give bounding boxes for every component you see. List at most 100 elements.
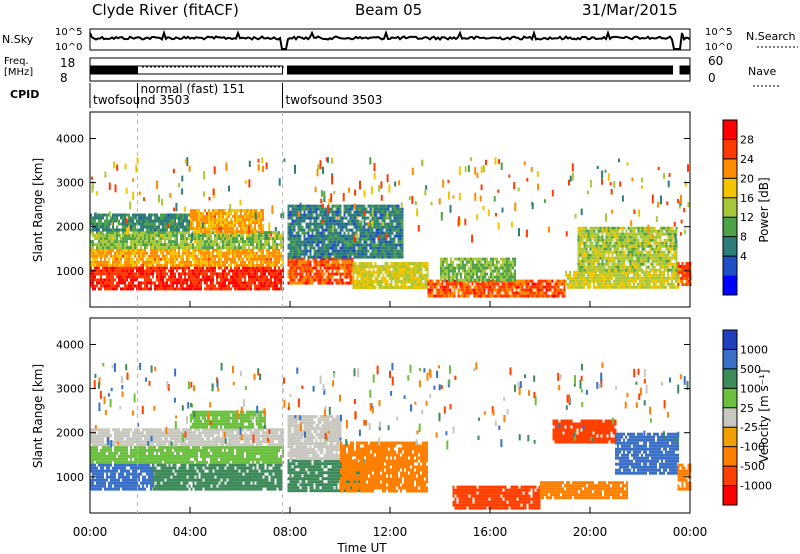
station-title: Clyde River (fitACF) <box>92 1 239 19</box>
nsky-strip: N.Sky 10^5 10^0 10^5 10^0 N.Search <box>2 27 798 53</box>
y-tick-label: 4000 <box>56 132 84 145</box>
colorbar-tick-label: 4 <box>740 250 747 263</box>
colorbar-tick-label: 8 <box>740 231 747 244</box>
power-ylabel: Slant Range [km] <box>31 158 45 262</box>
data-region <box>352 262 429 289</box>
y-tick-label: 2000 <box>56 221 84 234</box>
colorbar-tick-label: 16 <box>740 192 754 205</box>
data-region <box>577 226 678 272</box>
date-title: 31/Mar/2015 <box>582 1 678 19</box>
data-region <box>287 257 354 285</box>
colorbar-swatch <box>723 256 737 277</box>
freq-segment <box>287 65 673 75</box>
data-region <box>90 213 190 232</box>
freq-strip: Freq. [MHz] 18 8 60 0 Nave <box>4 54 780 87</box>
velocity-panel: 1000 2000 3000 4000 Slant Range [km] <box>31 317 692 514</box>
nsky-tick-top: 10^5 <box>55 27 82 38</box>
colorbar-swatch <box>723 158 737 179</box>
freq-segment <box>137 65 283 75</box>
colorbar-tick-label: -500 <box>740 460 765 473</box>
colorbar-swatch <box>723 330 737 350</box>
nave-tick-top: 60 <box>708 54 723 68</box>
colorbar-tick-label: 28 <box>740 133 754 146</box>
data-region <box>427 279 566 298</box>
nsky-tick-bottom: 10^0 <box>55 42 82 53</box>
velocity-colorbar: 1000 500 100 25 -25 -100 -500 -1000 <box>722 329 772 506</box>
data-region <box>565 270 679 289</box>
data-region <box>287 415 342 461</box>
data-region <box>90 463 154 491</box>
colorbar-swatch <box>723 236 737 257</box>
y-tick-label: 3000 <box>56 177 84 190</box>
colorbar-tick-label: -100 <box>740 441 765 454</box>
nsky-label: N.Sky <box>2 33 34 46</box>
nsearch-tick-top: 10^5 <box>705 27 732 38</box>
colorbar-swatch <box>723 349 737 370</box>
nave-tick-bottom: 0 <box>708 71 716 85</box>
freq-segment <box>89 65 138 75</box>
scatter-noise <box>91 157 690 243</box>
data-region <box>90 248 284 267</box>
cpid-segment-label: twofsound 3503 <box>286 93 383 107</box>
cpid-segment-label: normal (fast) 151 <box>141 82 245 96</box>
nsky-trace <box>89 29 691 50</box>
colorbar-swatch <box>723 368 737 389</box>
data-region <box>340 441 428 493</box>
data-region <box>90 428 284 447</box>
colorbar-tick-label: 100 <box>740 382 761 395</box>
colorbar-tick-label: -25 <box>740 421 758 434</box>
colorbar-swatch <box>723 178 737 199</box>
data-region <box>152 463 283 491</box>
y-tick-label: 1000 <box>56 471 84 484</box>
colorbar-tick-label: 24 <box>740 153 754 166</box>
freq-segment <box>679 65 691 75</box>
colorbar-tick-label: -1000 <box>740 480 772 493</box>
scatter-noise <box>93 362 689 450</box>
nsearch-label: N.Search <box>746 30 796 43</box>
x-tick-label: 00:00 <box>673 525 708 539</box>
x-tick-label: 16:00 <box>473 525 508 539</box>
beam-title: Beam 05 <box>355 1 422 19</box>
colorbar-tick-label: 25 <box>740 402 754 415</box>
colorbar-swatch <box>723 139 737 160</box>
colorbar-swatch <box>723 446 737 467</box>
data-region <box>540 481 628 500</box>
velocity-colorbar-label: Velocity [m s⁻¹] <box>757 369 771 462</box>
y-tick-label: 4000 <box>56 338 84 351</box>
colorbar-swatch <box>723 485 737 506</box>
colorbar-tick-label: 1000 <box>740 343 768 356</box>
x-tick-label: 20:00 <box>573 525 608 539</box>
nsearch-tick-bottom: 10^0 <box>705 42 732 53</box>
freq-tick-top: 18 <box>60 56 75 70</box>
data-region <box>552 419 617 444</box>
x-tick-label: 00:00 <box>73 525 108 539</box>
freq-label-1: Freq. <box>4 56 29 67</box>
data-region <box>287 204 404 259</box>
x-tick-label: 12:00 <box>373 525 408 539</box>
freq-trace <box>89 65 691 75</box>
x-tick-label: 08:00 <box>273 525 308 539</box>
data-region <box>440 257 516 282</box>
colorbar-tick-label: 12 <box>740 211 754 224</box>
colorbar-swatch <box>723 275 737 296</box>
power-panel: 1000 2000 3000 4000 Slant Range [km] <box>31 111 692 308</box>
data-region <box>90 266 284 291</box>
colorbar-tick-label: 500 <box>740 363 761 376</box>
colorbar-swatch <box>723 120 737 140</box>
y-tick-label: 2000 <box>56 427 84 440</box>
data-region <box>452 485 541 510</box>
colorbar-swatch <box>723 388 737 409</box>
y-tick-label: 1000 <box>56 265 84 278</box>
power-colorbar: 28 24 20 16 12 8 4 <box>722 119 754 296</box>
colorbar-swatch <box>723 427 737 448</box>
data-region <box>190 209 264 234</box>
data-region <box>90 445 284 464</box>
colorbar-tick-label: 20 <box>740 172 754 185</box>
freq-label-2: [MHz] <box>4 67 33 78</box>
cpid-segment-label: twofsound 3503 <box>93 93 190 107</box>
colorbar-swatch <box>723 407 737 428</box>
cpid-label: CPID <box>10 88 39 101</box>
data-region <box>615 432 679 475</box>
